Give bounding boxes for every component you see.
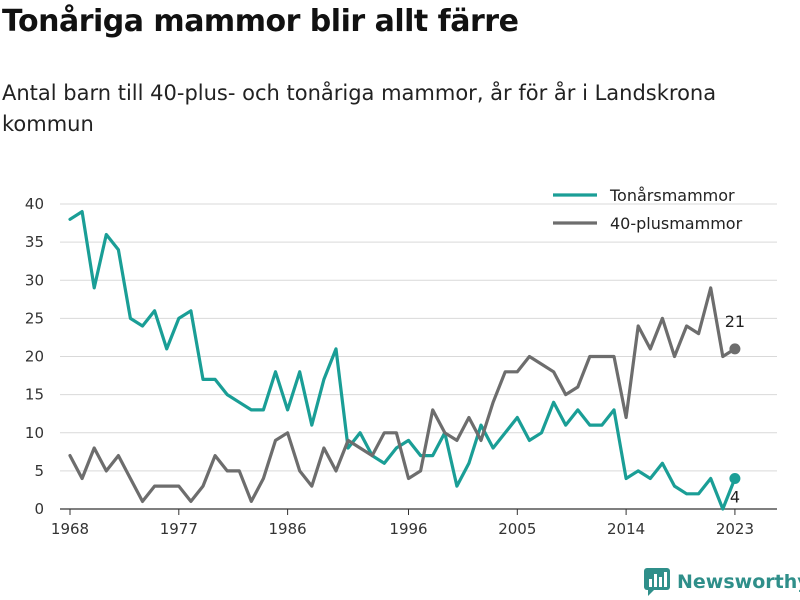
x-tick-label: 2023 bbox=[716, 520, 754, 538]
x-tick-label: 1986 bbox=[269, 520, 307, 538]
x-tick-label: 1977 bbox=[160, 520, 198, 538]
series-line-40-plusmammor bbox=[68, 286, 737, 503]
legend-entry: Tonårsmammor bbox=[609, 186, 735, 205]
line-chart: 0 5 10 15 20 25 30 35 40 1968 1977 1986 1996 2005 2014… bbox=[25, 186, 777, 538]
y-tick-label: 20 bbox=[25, 348, 44, 366]
brand-name: Newsworthy bbox=[677, 571, 800, 593]
x-tick-label: 1996 bbox=[389, 520, 427, 538]
y-tick-label: 35 bbox=[25, 233, 44, 251]
y-tick-label: 5 bbox=[34, 462, 44, 480]
y-tick-label: 0 bbox=[34, 500, 44, 518]
legend: Tonårsmammor 40-plusmammor bbox=[553, 186, 743, 233]
series-end-point bbox=[729, 473, 741, 484]
chart-title: Tonåriga mammor blir allt färre bbox=[2, 4, 519, 39]
bar-chart-logo-icon bbox=[644, 568, 670, 596]
y-tick-label: 30 bbox=[25, 271, 44, 289]
y-tick-label: 15 bbox=[25, 386, 44, 404]
series-end-point bbox=[729, 343, 741, 355]
axes: 0 5 10 15 20 25 30 35 40 1968 1977 1986 1996 2005 2014… bbox=[25, 195, 777, 538]
y-tick-label: 10 bbox=[25, 424, 44, 442]
series-end-label: 21 bbox=[725, 312, 745, 331]
brand-logo: Newsworthy bbox=[644, 568, 800, 596]
chart-subtitle: Antal barn till 40-plus- och tonåriga ma… bbox=[2, 81, 717, 136]
x-tick-label: 1968 bbox=[51, 520, 89, 538]
x-tick-label: 2014 bbox=[607, 520, 645, 538]
y-tick-label: 25 bbox=[25, 309, 44, 327]
x-tick-label: 2005 bbox=[498, 520, 536, 538]
series-end-label: 4 bbox=[730, 488, 740, 507]
series-line-tonarsmammor bbox=[68, 210, 737, 511]
legend-entry: 40-plusmammor bbox=[610, 214, 743, 233]
y-tick-label: 40 bbox=[25, 195, 44, 213]
series-lines: 4 21 bbox=[68, 210, 745, 511]
